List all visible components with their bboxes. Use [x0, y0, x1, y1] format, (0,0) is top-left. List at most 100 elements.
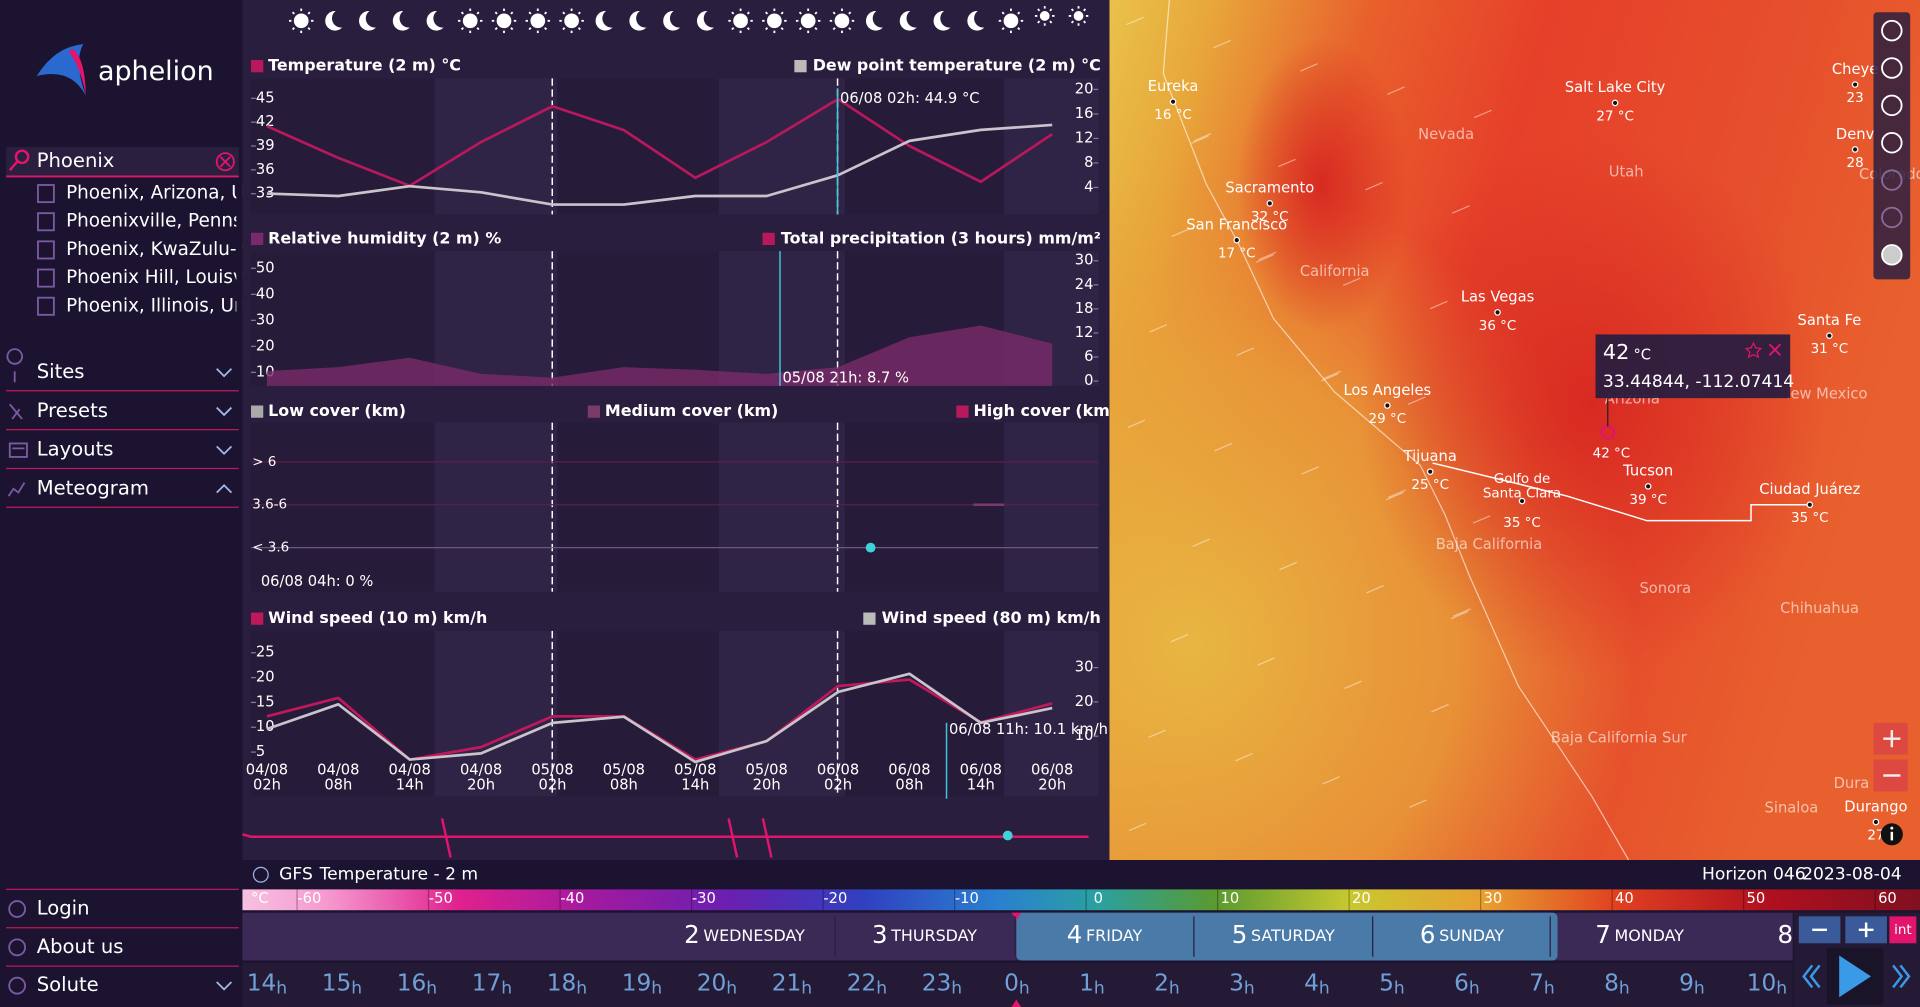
city-dot	[1851, 146, 1859, 153]
toolbar-button[interactable]	[1881, 206, 1903, 229]
menu-item[interactable]: Sites	[6, 348, 239, 392]
mode-button[interactable]	[1889, 916, 1917, 944]
hour-label[interactable]: 3h	[1229, 969, 1255, 998]
popup-close[interactable]	[1768, 343, 1782, 356]
series-line	[266, 123, 1053, 206]
toolbar-button[interactable]	[1881, 169, 1903, 191]
hour-label[interactable]: 20h	[697, 969, 737, 998]
hour-label[interactable]: 9h	[1679, 969, 1705, 998]
hour-label[interactable]: 8h	[1604, 969, 1630, 998]
footer-item[interactable]: Login	[6, 888, 239, 919]
toolbar-button[interactable]	[1881, 19, 1903, 42]
hour-number: 4	[1304, 969, 1319, 996]
forward-button[interactable]	[1892, 964, 1911, 989]
hour-label[interactable]: 10h	[1747, 969, 1787, 998]
search-result[interactable]: Phoenix, Arizona, Ur	[37, 183, 253, 204]
footer-item[interactable]: About us	[6, 927, 239, 958]
legend-title: Low cover (km)	[268, 401, 406, 420]
hour-label[interactable]: 17h	[472, 969, 512, 998]
colorbar-label: 20	[1352, 890, 1371, 907]
x-hour-label: 02h	[538, 776, 566, 793]
search-result[interactable]: Phoenix, Illinois, Unit	[37, 295, 258, 316]
region-label: Chihuahua	[1780, 600, 1859, 617]
city: Durango 27	[1844, 798, 1907, 843]
city-dot	[1426, 468, 1434, 475]
hour-number: 16	[397, 969, 427, 996]
x-hour-label: 02h	[824, 776, 852, 793]
search-result[interactable]: Phoenixville, Pennsy	[37, 211, 254, 232]
search-result[interactable]: Phoenix, KwaZulu-Na	[37, 239, 261, 260]
moon-shadow	[703, 9, 723, 28]
day-label[interactable]: 8	[1778, 920, 1794, 949]
x-date-label: 06/08	[888, 762, 930, 779]
toolbar-button[interactable]	[1881, 132, 1903, 154]
wind-streak	[1126, 16, 1144, 26]
city-temp: 17 °C	[1218, 246, 1256, 262]
rewind-button[interactable]	[1802, 964, 1821, 989]
hour-label[interactable]: 1h	[1079, 969, 1105, 998]
wind-streak	[1258, 251, 1277, 261]
moon-shadow	[399, 9, 418, 28]
day-label[interactable]: 6 SUNDAY	[1420, 920, 1504, 949]
day-label[interactable]: 3 THURSDAY	[872, 920, 977, 949]
sun-ray	[494, 11, 498, 15]
hour-label[interactable]: 19h	[622, 969, 662, 998]
hour-label[interactable]: 2h	[1154, 969, 1180, 998]
sidebar-mask	[236, 177, 243, 325]
wind-streak	[1170, 634, 1188, 643]
city-name: Santa Fe	[1798, 312, 1862, 329]
hour-label[interactable]: 4h	[1304, 969, 1330, 998]
hour-label[interactable]: 16h	[397, 969, 437, 998]
day-label[interactable]: 4 FRIDAY	[1067, 920, 1143, 949]
city: Ciudad Juárez 35 °C	[1759, 481, 1860, 526]
heat-zone	[1236, 36, 1409, 331]
city-temp: 35 °C	[1503, 515, 1541, 531]
hour-label[interactable]: 14h	[247, 969, 287, 998]
toolbar-button[interactable]	[1881, 94, 1903, 117]
play-button[interactable]	[1839, 955, 1872, 998]
building-icon	[37, 240, 55, 260]
hour-label[interactable]: 18h	[547, 969, 587, 998]
hour-unit: h	[801, 979, 812, 999]
wind-streak	[1256, 254, 1274, 263]
hour-label[interactable]: 23h	[922, 969, 962, 998]
hour-label[interactable]: 7h	[1529, 969, 1555, 998]
menu-icon	[8, 442, 28, 458]
hour-label[interactable]: 21h	[772, 969, 812, 998]
y-tick-label: 10	[256, 718, 275, 735]
toolbar-button[interactable]	[1881, 57, 1903, 79]
day-label[interactable]: 7 MONDAY	[1595, 920, 1684, 949]
hour-number: 14	[247, 969, 277, 996]
footer-text: Login	[37, 896, 90, 919]
menu-item[interactable]: Layouts	[6, 438, 239, 470]
sun-icon	[1034, 6, 1055, 26]
info-glyph-dot	[1890, 826, 1894, 830]
x-date-label: 04/08	[317, 762, 359, 779]
clear-search[interactable]	[215, 152, 235, 172]
sun-disc	[834, 13, 850, 29]
day-name: MONDAY	[1614, 925, 1684, 944]
toolbar-button[interactable]	[1881, 244, 1903, 266]
city-temp: 29 °C	[1369, 411, 1407, 427]
footer-item[interactable]: Solute	[6, 965, 239, 996]
menu-icon	[6, 348, 23, 383]
hour-unit: h	[726, 979, 737, 999]
menu-item[interactable]: Meteogram	[6, 476, 239, 508]
day-label[interactable]: 5 SATURDAY	[1232, 920, 1335, 949]
sun-ray	[510, 27, 514, 31]
day-label[interactable]: 2 WEDNESDAY	[684, 920, 805, 949]
hour-label[interactable]: 22h	[847, 969, 887, 998]
wind-arrow	[761, 818, 773, 858]
hour-label[interactable]: 15h	[322, 969, 362, 998]
x-date-label: 05/08	[674, 762, 716, 779]
sun-ray	[476, 11, 480, 15]
sun-disc	[496, 13, 512, 29]
hour-label[interactable]: 6h	[1454, 969, 1480, 998]
menu-item[interactable]: Presets	[6, 399, 239, 431]
day-name: WEDNESDAY	[703, 925, 805, 944]
hour-label[interactable]: 0h	[1004, 969, 1030, 998]
search-result[interactable]: Phoenix Hill, Louisvil	[37, 267, 254, 288]
y-tick-label: 25	[256, 644, 275, 661]
sun-disc	[1039, 11, 1050, 21]
hour-label[interactable]: 5h	[1379, 969, 1405, 998]
